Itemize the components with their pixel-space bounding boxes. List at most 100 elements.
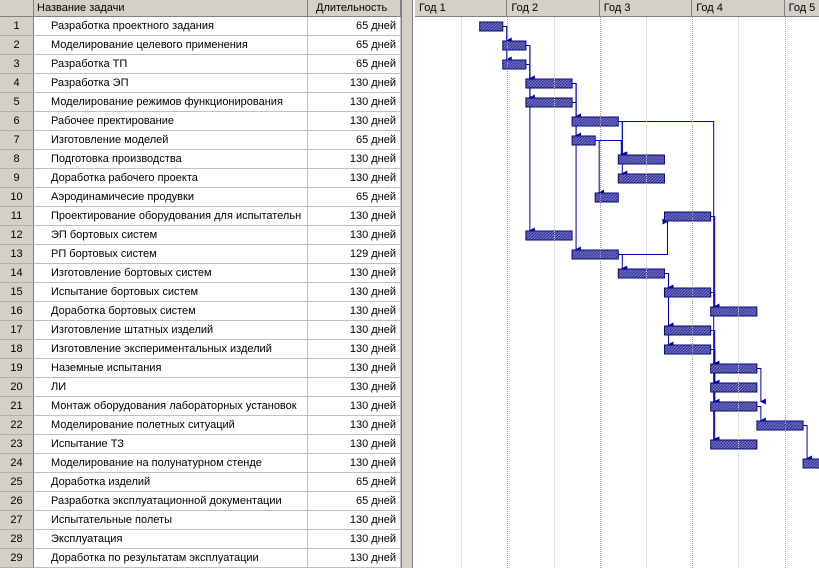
gantt-bar[interactable] bbox=[571, 116, 619, 127]
task-name-cell[interactable]: Моделирование на полунатурном стенде bbox=[34, 454, 308, 473]
task-name-cell[interactable]: Изготовление моделей bbox=[34, 131, 308, 150]
task-name-cell[interactable]: Изготовление штатных изделий bbox=[34, 321, 308, 340]
gantt-bar[interactable] bbox=[710, 363, 758, 374]
task-name-cell[interactable]: Подготовка производства bbox=[34, 150, 308, 169]
task-name-cell[interactable]: Моделирование целевого применения bbox=[34, 36, 308, 55]
task-name-cell[interactable]: ЭП бортовых систем bbox=[34, 226, 308, 245]
gantt-bar[interactable] bbox=[802, 458, 819, 469]
gantt-bar[interactable] bbox=[663, 287, 712, 298]
table-row[interactable]: 18 Изготовление экспериментальных изделий… bbox=[0, 340, 401, 359]
duration-cell[interactable]: 130 дней bbox=[308, 207, 401, 226]
table-row[interactable]: 5 Моделирование режимов функционирования 1… bbox=[0, 93, 401, 112]
duration-cell[interactable]: 130 дней bbox=[308, 397, 401, 416]
row-number[interactable]: 28 bbox=[0, 530, 34, 549]
row-number[interactable]: 7 bbox=[0, 131, 34, 150]
row-number[interactable]: 19 bbox=[0, 359, 34, 378]
table-row[interactable]: 15 Испытание бортовых систем 130 дней bbox=[0, 283, 401, 302]
table-row[interactable]: 4 Разработка ЭП 130 дней bbox=[0, 74, 401, 93]
task-name-cell[interactable]: Изготовление экспериментальных изделий bbox=[34, 340, 308, 359]
table-row[interactable]: 13 РП бортовых систем 129 дней bbox=[0, 245, 401, 264]
task-name-cell[interactable]: Разработка ЭП bbox=[34, 74, 308, 93]
duration-cell[interactable]: 65 дней bbox=[308, 131, 401, 150]
table-row[interactable]: 21 Монтаж оборудования лабораторных устан… bbox=[0, 397, 401, 416]
duration-cell[interactable]: 65 дней bbox=[308, 55, 401, 74]
gantt-bar[interactable] bbox=[594, 192, 619, 203]
duration-cell[interactable]: 65 дней bbox=[308, 36, 401, 55]
duration-cell[interactable]: 130 дней bbox=[308, 340, 401, 359]
gantt-bar[interactable] bbox=[710, 401, 758, 412]
row-number[interactable]: 2 bbox=[0, 36, 34, 55]
gantt-bar[interactable] bbox=[525, 230, 573, 241]
table-row[interactable]: 16 Доработка бортовых систем 130 дней bbox=[0, 302, 401, 321]
task-name-cell[interactable]: Моделирование полетных ситуаций bbox=[34, 416, 308, 435]
row-number[interactable]: 10 bbox=[0, 188, 34, 207]
row-number[interactable]: 9 bbox=[0, 169, 34, 188]
table-row[interactable]: 3 Разработка ТП 65 дней bbox=[0, 55, 401, 74]
task-name-cell[interactable]: Испытание ТЗ bbox=[34, 435, 308, 454]
task-name-cell[interactable]: Аэродинамичесие продувки bbox=[34, 188, 308, 207]
row-number[interactable]: 13 bbox=[0, 245, 34, 264]
task-name-cell[interactable]: Разработка ТП bbox=[34, 55, 308, 74]
header-row-number[interactable] bbox=[0, 0, 34, 17]
row-number[interactable]: 22 bbox=[0, 416, 34, 435]
task-name-cell[interactable]: Доработка по результатам эксплуатации bbox=[34, 549, 308, 568]
gantt-bar[interactable] bbox=[663, 211, 712, 222]
row-number[interactable]: 23 bbox=[0, 435, 34, 454]
duration-cell[interactable]: 130 дней bbox=[308, 530, 401, 549]
duration-cell[interactable]: 130 дней bbox=[308, 112, 401, 131]
duration-cell[interactable]: 130 дней bbox=[308, 321, 401, 340]
table-row[interactable]: 24 Моделирование на полунатурном стенде 13… bbox=[0, 454, 401, 473]
row-number[interactable]: 26 bbox=[0, 492, 34, 511]
header-task-name[interactable]: Название задачи bbox=[34, 0, 308, 17]
table-row[interactable]: 25 Доработка изделий 65 дней bbox=[0, 473, 401, 492]
gantt-bar[interactable] bbox=[525, 78, 573, 89]
duration-cell[interactable]: 129 дней bbox=[308, 245, 401, 264]
duration-cell[interactable]: 130 дней bbox=[308, 150, 401, 169]
task-name-cell[interactable]: Испытание бортовых систем bbox=[34, 283, 308, 302]
table-row[interactable]: 17 Изготовление штатных изделий 130 дней bbox=[0, 321, 401, 340]
duration-cell[interactable]: 65 дней bbox=[308, 17, 401, 36]
task-name-cell[interactable]: Доработка бортовых систем bbox=[34, 302, 308, 321]
row-number[interactable]: 27 bbox=[0, 511, 34, 530]
task-name-cell[interactable]: Изготовление бортовых систем bbox=[34, 264, 308, 283]
row-number[interactable]: 15 bbox=[0, 283, 34, 302]
gantt-bar[interactable] bbox=[502, 40, 527, 51]
table-row[interactable]: 27 Испытательные полеты 130 дней bbox=[0, 511, 401, 530]
gantt-bar[interactable] bbox=[525, 97, 573, 108]
table-row[interactable]: 28 Эксплуатация 130 дней bbox=[0, 530, 401, 549]
gantt-bar[interactable] bbox=[663, 344, 712, 355]
row-number[interactable]: 21 bbox=[0, 397, 34, 416]
task-name-cell[interactable]: Разработка эксплуатационной документации bbox=[34, 492, 308, 511]
task-name-cell[interactable]: Доработка рабочего проекта bbox=[34, 169, 308, 188]
duration-cell[interactable]: 130 дней bbox=[308, 226, 401, 245]
table-row[interactable]: 26 Разработка эксплуатационной документац… bbox=[0, 492, 401, 511]
duration-cell[interactable]: 130 дней bbox=[308, 454, 401, 473]
row-number[interactable]: 1 bbox=[0, 17, 34, 36]
duration-cell[interactable]: 130 дней bbox=[308, 378, 401, 397]
duration-cell[interactable]: 130 дней bbox=[308, 359, 401, 378]
gantt-bar[interactable] bbox=[710, 439, 758, 450]
row-number[interactable]: 29 bbox=[0, 549, 34, 568]
task-name-cell[interactable]: Эксплуатация bbox=[34, 530, 308, 549]
duration-cell[interactable]: 130 дней bbox=[308, 549, 401, 568]
task-name-cell[interactable]: ЛИ bbox=[34, 378, 308, 397]
gantt-bar[interactable] bbox=[756, 420, 804, 431]
gantt-bar[interactable] bbox=[502, 59, 527, 70]
table-row[interactable]: 6 Рабочее пректирование 130 дней bbox=[0, 112, 401, 131]
task-name-cell[interactable]: Доработка изделий bbox=[34, 473, 308, 492]
table-row[interactable]: 19 Наземные испытания 130 дней bbox=[0, 359, 401, 378]
gantt-bar[interactable] bbox=[617, 173, 665, 184]
table-row[interactable]: 12 ЭП бортовых систем 130 дней bbox=[0, 226, 401, 245]
table-row[interactable]: 2 Моделирование целевого применения 65 дне… bbox=[0, 36, 401, 55]
task-name-cell[interactable]: Разработка проектного задания bbox=[34, 17, 308, 36]
duration-cell[interactable]: 130 дней bbox=[308, 511, 401, 530]
table-row[interactable]: 22 Моделирование полетных ситуаций 130 дне… bbox=[0, 416, 401, 435]
table-row[interactable]: 1 Разработка проектного задания 65 дней bbox=[0, 17, 401, 36]
gantt-bar[interactable] bbox=[617, 268, 665, 279]
table-row[interactable]: 8 Подготовка производства 130 дней bbox=[0, 150, 401, 169]
duration-cell[interactable]: 130 дней bbox=[308, 74, 401, 93]
row-number[interactable]: 14 bbox=[0, 264, 34, 283]
gantt-bar[interactable] bbox=[663, 325, 712, 336]
duration-cell[interactable]: 130 дней bbox=[308, 264, 401, 283]
table-row[interactable]: 7 Изготовление моделей 65 дней bbox=[0, 131, 401, 150]
